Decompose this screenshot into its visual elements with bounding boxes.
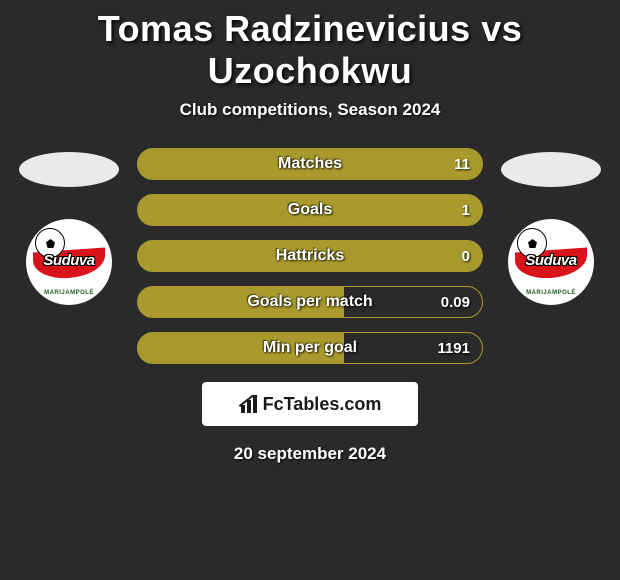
comparison-card: Tomas Radzinevicius vs Uzochokwu Club co… bbox=[0, 0, 620, 464]
club-name: Suduva bbox=[33, 252, 105, 269]
player-left-col: Suduva MARIJAMPOLĖ bbox=[19, 148, 119, 305]
player-right-club-badge: Suduva MARIJAMPOLĖ bbox=[508, 219, 594, 305]
stat-right-value: 0.09 bbox=[441, 294, 470, 311]
stat-label: Goals bbox=[138, 201, 482, 219]
club-logo-icon: Suduva MARIJAMPOLĖ bbox=[515, 226, 587, 298]
fctables-logo-icon bbox=[239, 395, 261, 413]
club-sub: MARIJAMPOLĖ bbox=[33, 290, 105, 296]
date-line: 20 september 2024 bbox=[0, 444, 620, 464]
player-right-photo bbox=[501, 152, 601, 187]
player-right-col: Suduva MARIJAMPOLĖ bbox=[501, 148, 601, 305]
stats-column: Matches 11 Goals 1 Hattricks 0 Goals per… bbox=[137, 148, 483, 364]
stat-label: Min per goal bbox=[138, 339, 482, 357]
stat-right-value: 1191 bbox=[437, 340, 470, 357]
stat-label: Goals per match bbox=[138, 293, 482, 311]
stat-label: Hattricks bbox=[138, 247, 482, 265]
club-logo-icon: Suduva MARIJAMPOLĖ bbox=[33, 226, 105, 298]
stat-bar: Goals 1 bbox=[137, 194, 483, 226]
brand-badge[interactable]: FcTables.com bbox=[202, 382, 418, 426]
player-left-photo bbox=[19, 152, 119, 187]
stat-right-value: 0 bbox=[462, 248, 470, 265]
stat-right-value: 11 bbox=[454, 156, 470, 173]
brand-text: FcTables.com bbox=[263, 394, 382, 415]
content-row: Suduva MARIJAMPOLĖ Matches 11 Goals 1 bbox=[0, 148, 620, 364]
stat-bar: Goals per match 0.09 bbox=[137, 286, 483, 318]
stat-bar: Min per goal 1191 bbox=[137, 332, 483, 364]
stat-label: Matches bbox=[138, 155, 482, 173]
club-name: Suduva bbox=[515, 252, 587, 269]
stat-bar: Matches 11 bbox=[137, 148, 483, 180]
player-left-club-badge: Suduva MARIJAMPOLĖ bbox=[26, 219, 112, 305]
club-sub: MARIJAMPOLĖ bbox=[515, 290, 587, 296]
stat-bar: Hattricks 0 bbox=[137, 240, 483, 272]
page-title: Tomas Radzinevicius vs Uzochokwu bbox=[0, 8, 620, 92]
subtitle: Club competitions, Season 2024 bbox=[0, 100, 620, 120]
stat-right-value: 1 bbox=[462, 202, 470, 219]
